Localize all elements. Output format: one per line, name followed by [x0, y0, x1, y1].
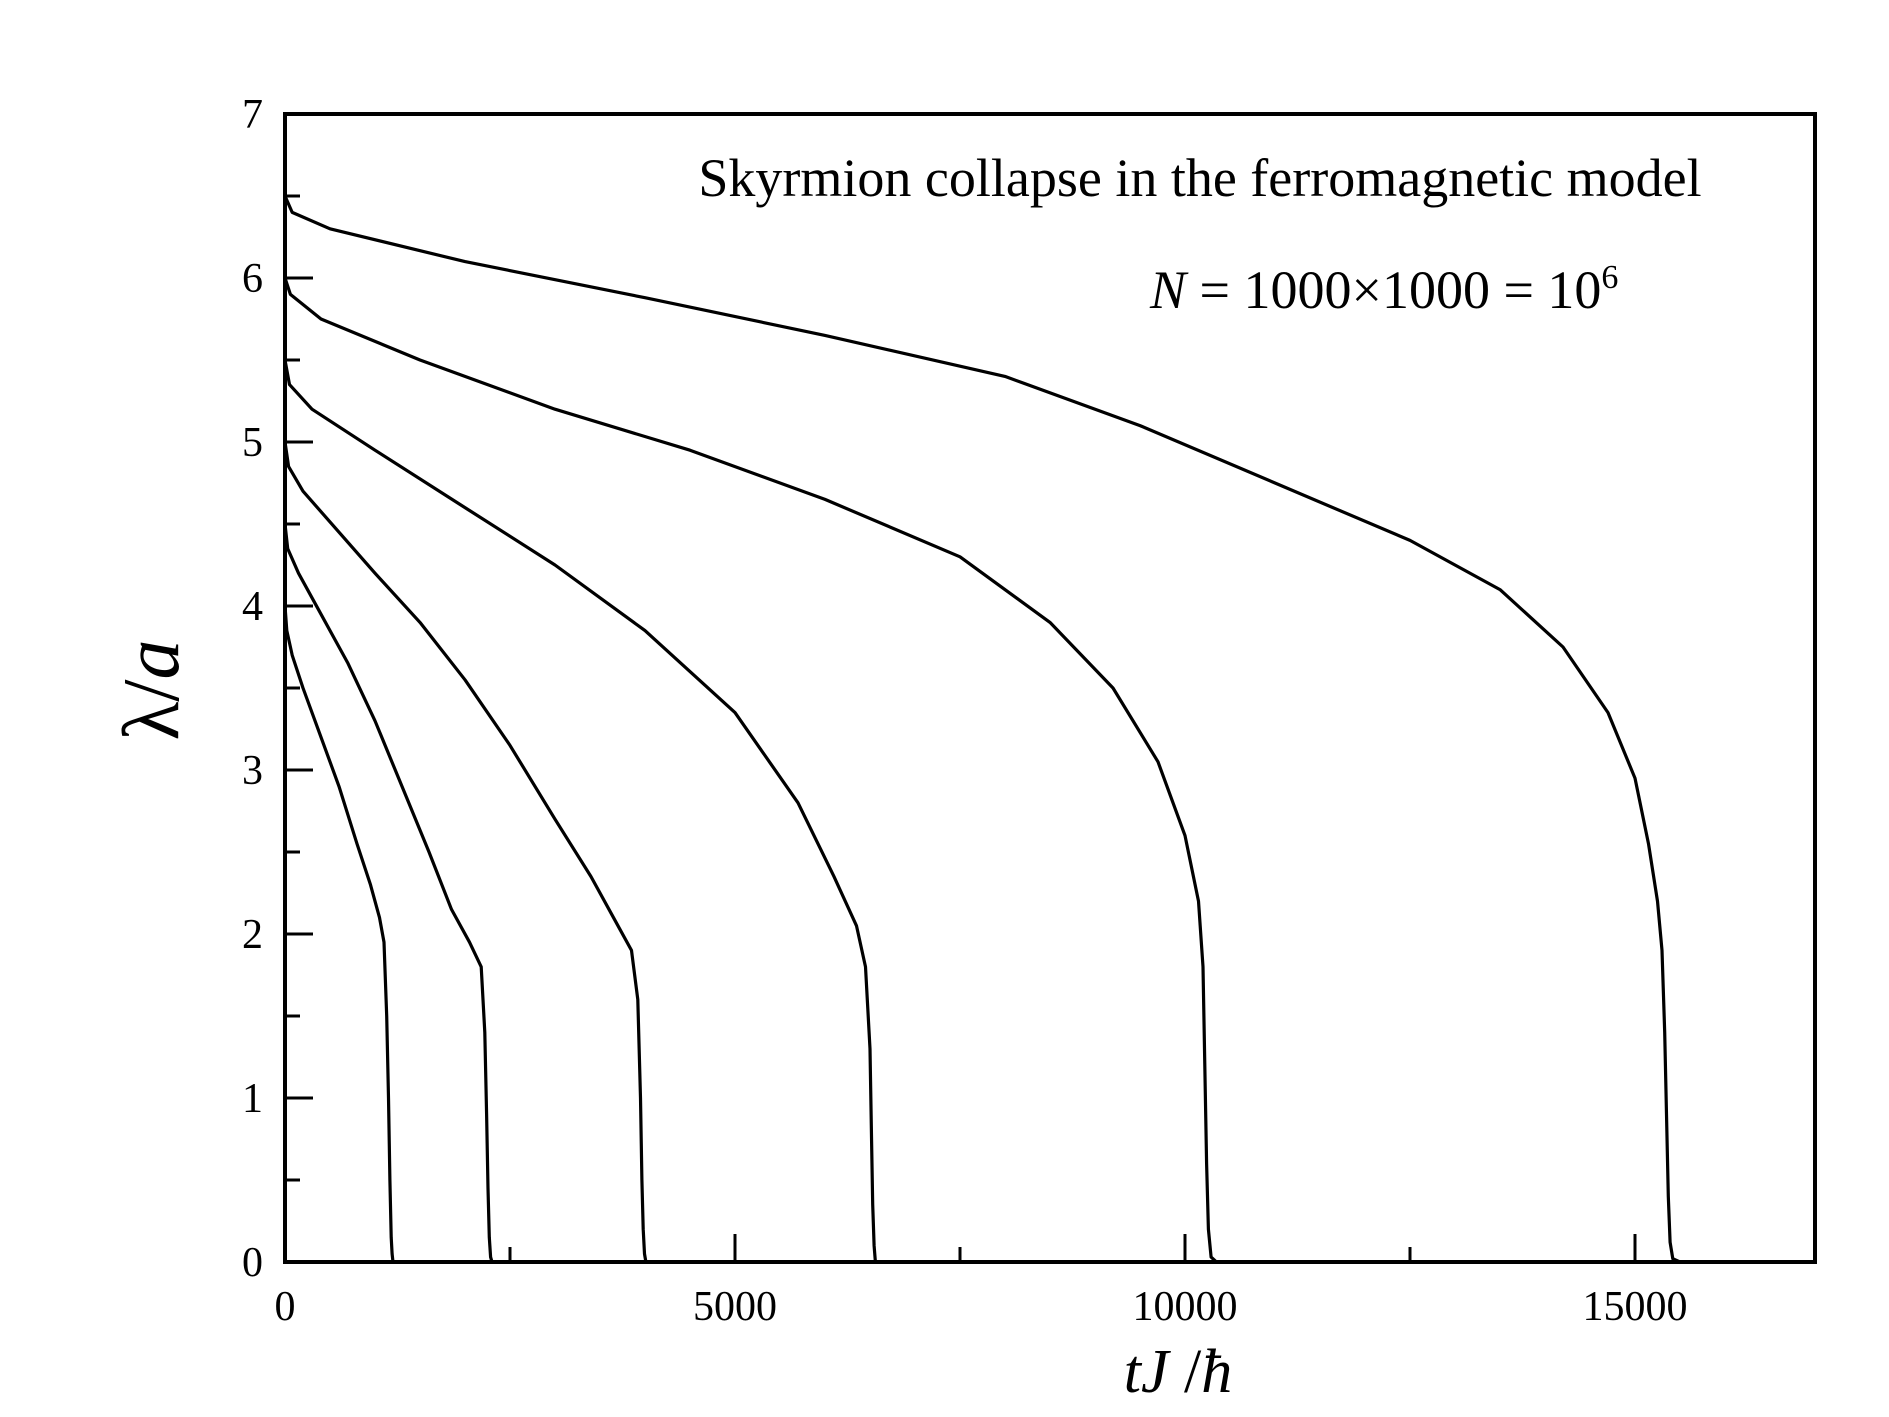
- plot-frame: [283, 112, 1817, 1264]
- x-tick-label: 15000: [1583, 1284, 1688, 1330]
- annotation-lattice-text: = 1000×1000 = 10: [1186, 260, 1601, 320]
- x-tick-label: 5000: [693, 1284, 777, 1330]
- x-axis-label-t: t: [1124, 1338, 1143, 1406]
- x-axis-label: tJ /ħ: [1124, 1338, 1233, 1406]
- ticks-group: 0 5000 10000 15000 0 1 2 3 4 5 6 7: [242, 92, 1688, 1330]
- y-axis-label-slash: /: [108, 679, 196, 702]
- annotation-lattice-sup: 6: [1601, 259, 1618, 296]
- y-tick-label: 5: [242, 420, 263, 466]
- y-tick-label: 0: [242, 1240, 263, 1286]
- series-line-4: [283, 358, 899, 1264]
- y-tick-label: 2: [242, 912, 263, 958]
- series-line-5: [283, 276, 1241, 1264]
- x-axis-label-hbar: ħ: [1201, 1338, 1232, 1406]
- series-line-2: [283, 522, 512, 1264]
- y-tick-label: 7: [242, 92, 263, 138]
- annotation-lattice-var: N: [1149, 260, 1189, 320]
- series-line-3: [283, 440, 674, 1264]
- y-tick-label: 1: [242, 1076, 263, 1122]
- x-axis-label-slash: /: [1169, 1338, 1203, 1406]
- y-tick-label: 6: [242, 256, 263, 302]
- x-tick-label: 10000: [1133, 1284, 1238, 1330]
- x-tick-label: 0: [275, 1284, 296, 1330]
- x-axis-label-J: J: [1141, 1338, 1171, 1406]
- series-group: [283, 194, 1709, 1264]
- y-axis-label-lambda: λ: [108, 702, 196, 741]
- y-tick-label: 3: [242, 748, 263, 794]
- y-tick-label: 4: [242, 584, 263, 630]
- y-axis-label: λ/a: [108, 639, 196, 740]
- series-line-6: [283, 194, 1709, 1264]
- y-axis-label-a: a: [108, 639, 196, 679]
- annotation-lattice: N = 1000×1000 = 106: [1149, 259, 1618, 320]
- annotation-title: Skyrmion collapse in the ferromagnetic m…: [698, 148, 1701, 208]
